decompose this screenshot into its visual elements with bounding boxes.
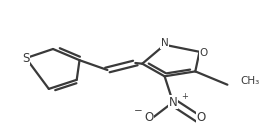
Text: S: S: [22, 52, 30, 65]
Text: N: N: [161, 38, 169, 48]
Text: N: N: [169, 96, 177, 109]
Text: O: O: [199, 48, 208, 58]
Text: −: −: [134, 106, 143, 116]
Text: O: O: [145, 111, 154, 124]
Text: O: O: [196, 111, 206, 124]
Text: +: +: [182, 92, 188, 101]
Text: CH₃: CH₃: [240, 76, 259, 86]
